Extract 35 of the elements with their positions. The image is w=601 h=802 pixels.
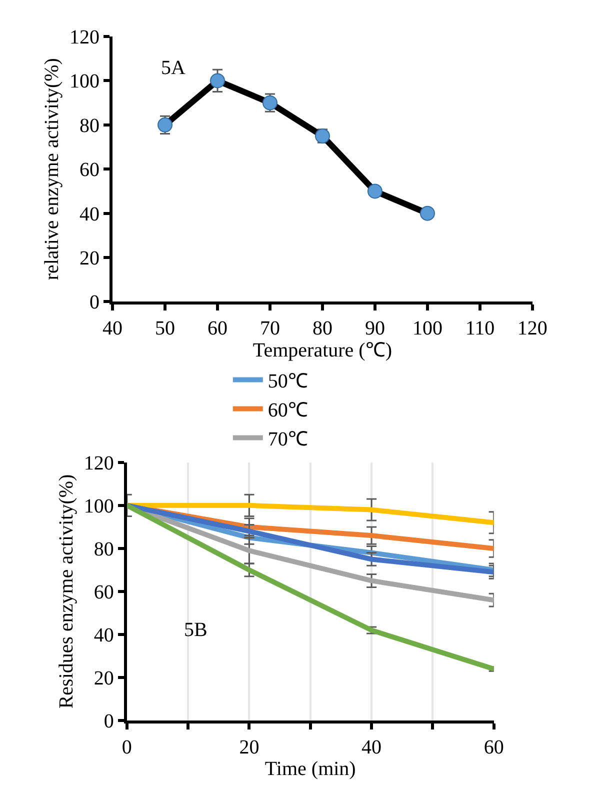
x-tick-label: 70 [260,318,280,340]
x-tick-label: 100 [412,318,442,340]
y-tick-label: 40 [80,203,100,226]
y-tick-label: 80 [80,114,100,137]
y-tick-label: 20 [94,668,114,690]
annotation: 5A [161,57,186,79]
x-tick-label: 20 [239,736,260,759]
x-tick-label: 60 [208,318,228,340]
x-axis-title: Time (min) [264,758,356,780]
x-tick-label: 80 [312,318,332,340]
y-tick-label: 100 [84,495,114,518]
x-tick-label: 0 [122,736,132,759]
y-tick-label: 40 [94,624,114,647]
x-tick-label: 50 [155,318,176,340]
y-tick-label: 120 [84,452,114,474]
y-tick-label: 60 [80,159,100,182]
legend-label: 50℃ [268,370,308,393]
y-tick-label: 80 [94,538,114,560]
y-tick-label: 100 [70,70,100,93]
y-axis-title: Residues enzyme activity(%) [55,474,78,709]
y-tick-label: 0 [104,710,114,733]
y-axis-title: relative enzyme activity(%) [41,58,64,280]
x-tick-label: 120 [517,318,548,340]
x-tick-label: 60 [484,736,504,759]
y-tick-label: 20 [80,248,100,270]
x-tick-label: 90 [364,318,385,340]
legend-label: 60℃ [268,400,308,422]
y-tick-label: 120 [70,26,100,49]
y-tick-label: 0 [90,292,100,314]
annotation: 5B [184,619,208,641]
legend-label: 70℃ [268,428,308,451]
x-tick-label: 40 [362,736,382,759]
x-axis-title: Temperature (℃) [252,340,392,362]
y-tick-label: 60 [94,581,114,604]
x-tick-label: 110 [465,318,495,340]
